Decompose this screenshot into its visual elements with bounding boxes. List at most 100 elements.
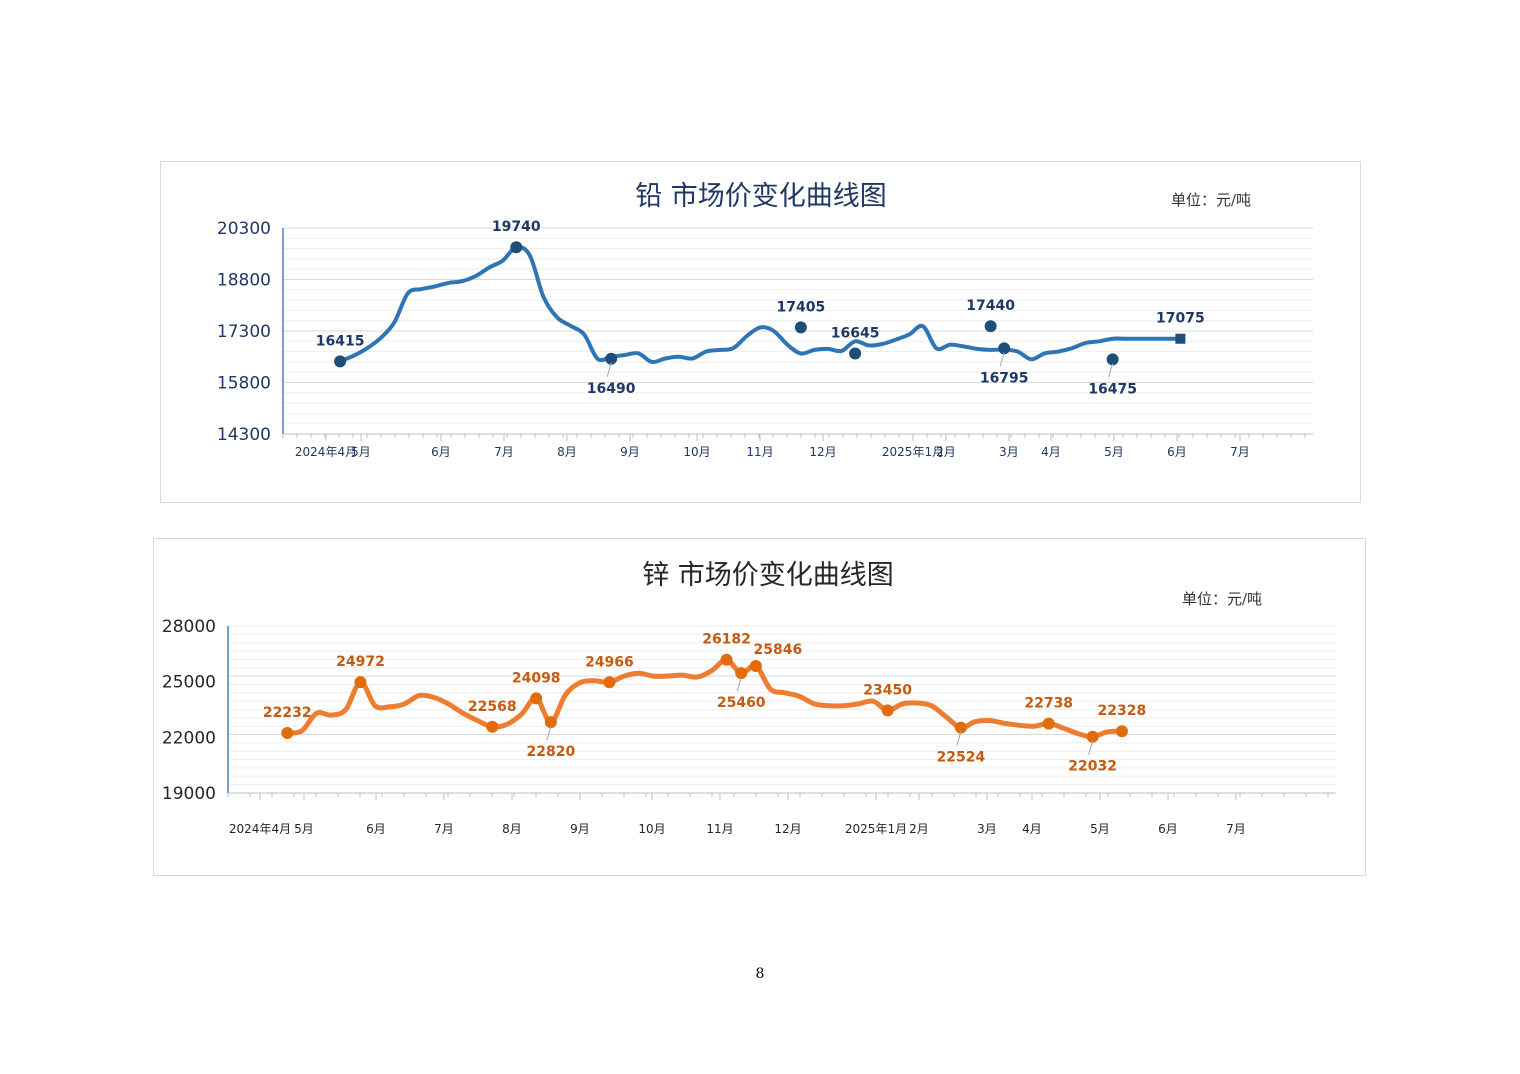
lead-x-tick-label: 2024年4月 bbox=[295, 445, 357, 459]
zinc-data-label: 22328 bbox=[1098, 703, 1147, 719]
lead-x-tick-label: 5月 bbox=[1104, 445, 1124, 459]
zinc-data-point bbox=[354, 676, 367, 689]
zinc-data-label: 23450 bbox=[863, 682, 912, 698]
lead-data-label: 19740 bbox=[492, 219, 541, 235]
lead-y-tick-label: 20300 bbox=[217, 219, 271, 239]
zinc-data-point bbox=[954, 721, 967, 734]
lead-gridlines bbox=[283, 227, 1313, 435]
zinc-data-point bbox=[735, 667, 748, 680]
zinc-x-tick-label: 2025年1月 bbox=[845, 822, 907, 836]
zinc-leader-line bbox=[736, 676, 742, 692]
lead-series-line bbox=[338, 244, 1183, 365]
zinc-x-tick-label: 5月 bbox=[1090, 822, 1110, 836]
zinc-data-label: 22232 bbox=[263, 705, 312, 721]
lead-x-tick-label: 7月 bbox=[1230, 445, 1250, 459]
zinc-data-label: 25846 bbox=[753, 642, 802, 658]
lead-x-tick-label: 9月 bbox=[620, 445, 640, 459]
zinc-data-label: 24972 bbox=[336, 654, 385, 670]
zinc-x-tick-label: 2024年4月 bbox=[229, 822, 291, 836]
zinc-data-point bbox=[1086, 730, 1099, 743]
lead-x-tick-label: 11月 bbox=[746, 445, 773, 459]
lead-data-point bbox=[794, 321, 807, 334]
zinc-x-tick-label: 11月 bbox=[706, 822, 733, 836]
lead-data-label: 16475 bbox=[1088, 381, 1137, 397]
lead-x-tick-label: 5月 bbox=[351, 445, 371, 459]
lead-data-label: 17440 bbox=[966, 298, 1015, 314]
lead-unit-label: 单位：元/吨 bbox=[1171, 191, 1251, 209]
zinc-x-tick-label: 3月 bbox=[977, 822, 997, 836]
zinc-y-tick-label: 22000 bbox=[162, 728, 216, 748]
lead-data-point bbox=[998, 342, 1011, 355]
zinc-data-label: 25460 bbox=[717, 695, 766, 711]
zinc-gridlines bbox=[228, 625, 1336, 794]
lead-x-tick-label: 10月 bbox=[683, 445, 710, 459]
zinc-data-point bbox=[720, 653, 733, 666]
zinc-data-label: 22568 bbox=[468, 699, 517, 715]
zinc-data-point bbox=[749, 659, 762, 672]
zinc-chart-svg: 锌 市场价变化曲线图 单位：元/吨 28000 25000 22000 19000 20… bbox=[162, 560, 1336, 836]
lead-x-tick-label: 3月 bbox=[999, 445, 1019, 459]
zinc-unit-label: 单位：元/吨 bbox=[1182, 590, 1262, 608]
zinc-price-chart: 锌 市场价变化曲线图 单位：元/吨 28000 25000 22000 19000 20… bbox=[153, 538, 1366, 876]
zinc-x-tick-label: 8月 bbox=[502, 822, 522, 836]
zinc-data-label: 22738 bbox=[1024, 696, 1073, 712]
lead-y-tick-label: 14300 bbox=[217, 425, 271, 445]
zinc-series-line bbox=[284, 657, 1125, 740]
zinc-data-point bbox=[881, 704, 894, 717]
zinc-data-point bbox=[1115, 725, 1128, 738]
lead-x-tick-label: 2025年1月 bbox=[882, 445, 944, 459]
zinc-x-tick-label: 9月 bbox=[570, 822, 590, 836]
zinc-data-point bbox=[530, 692, 543, 705]
zinc-data-label: 24966 bbox=[585, 654, 634, 670]
lead-x-tick-label: 7月 bbox=[494, 445, 514, 459]
page-number: 8 bbox=[755, 966, 765, 982]
lead-x-tick-label: 12月 bbox=[809, 445, 836, 459]
lead-y-tick-label: 17300 bbox=[217, 322, 271, 342]
zinc-data-label: 22032 bbox=[1068, 759, 1117, 775]
lead-x-tick-label: 8月 bbox=[557, 445, 577, 459]
zinc-x-tick-label: 2月 bbox=[909, 822, 929, 836]
lead-data-point bbox=[334, 355, 347, 368]
zinc-data-point bbox=[544, 716, 557, 729]
lead-data-point bbox=[510, 241, 523, 254]
lead-data-point bbox=[1175, 333, 1186, 344]
zinc-x-tick-label: 5月 bbox=[294, 822, 314, 836]
lead-x-tick-label: 4月 bbox=[1041, 445, 1061, 459]
zinc-x-tick-label: 7月 bbox=[1226, 822, 1246, 836]
lead-y-tick-label: 15800 bbox=[217, 374, 271, 394]
lead-x-tick-label: 6月 bbox=[1167, 445, 1187, 459]
zinc-leader-line bbox=[956, 731, 962, 746]
lead-leader-line bbox=[1108, 363, 1114, 378]
lead-data-point bbox=[849, 347, 862, 360]
zinc-chart-title: 锌 市场价变化曲线图 bbox=[642, 560, 894, 591]
zinc-leader-line bbox=[1088, 740, 1094, 755]
zinc-leader-line bbox=[546, 725, 552, 741]
zinc-data-label: 22524 bbox=[936, 750, 985, 766]
lead-x-tick-label: 2月 bbox=[936, 445, 956, 459]
lead-data-label: 17405 bbox=[777, 299, 826, 315]
zinc-data-label: 24098 bbox=[512, 670, 561, 686]
zinc-data-point bbox=[1042, 717, 1055, 730]
lead-chart-title: 铅 市场价变化曲线图 bbox=[635, 181, 887, 212]
lead-y-tick-label: 18800 bbox=[217, 271, 271, 291]
lead-data-label: 16645 bbox=[831, 325, 880, 341]
zinc-y-tick-label: 19000 bbox=[162, 784, 216, 804]
lead-chart-svg: 铅 市场价变化曲线图 单位：元/吨 20300 18800 17300 15800 14… bbox=[217, 181, 1313, 459]
zinc-data-point bbox=[281, 727, 294, 740]
zinc-data-label: 26182 bbox=[702, 632, 751, 648]
lead-data-point bbox=[1106, 353, 1119, 366]
zinc-x-tick-label: 10月 bbox=[638, 822, 665, 836]
lead-leader-line bbox=[999, 352, 1005, 367]
lead-data-label: 16490 bbox=[587, 381, 636, 397]
lead-data-point bbox=[605, 352, 618, 365]
lead-x-tick-label: 6月 bbox=[431, 445, 451, 459]
zinc-x-tick-label: 6月 bbox=[1158, 822, 1178, 836]
zinc-y-tick-label: 25000 bbox=[162, 673, 216, 693]
lead-leader-line bbox=[606, 362, 612, 377]
lead-price-chart: 铅 市场价变化曲线图 单位：元/吨 20300 18800 17300 15800 14… bbox=[160, 161, 1361, 503]
zinc-data-point bbox=[603, 676, 616, 689]
zinc-data-label: 22820 bbox=[526, 744, 575, 760]
lead-data-label: 16795 bbox=[980, 370, 1029, 386]
zinc-x-tick-label: 12月 bbox=[774, 822, 801, 836]
lead-data-label: 16415 bbox=[316, 333, 365, 349]
